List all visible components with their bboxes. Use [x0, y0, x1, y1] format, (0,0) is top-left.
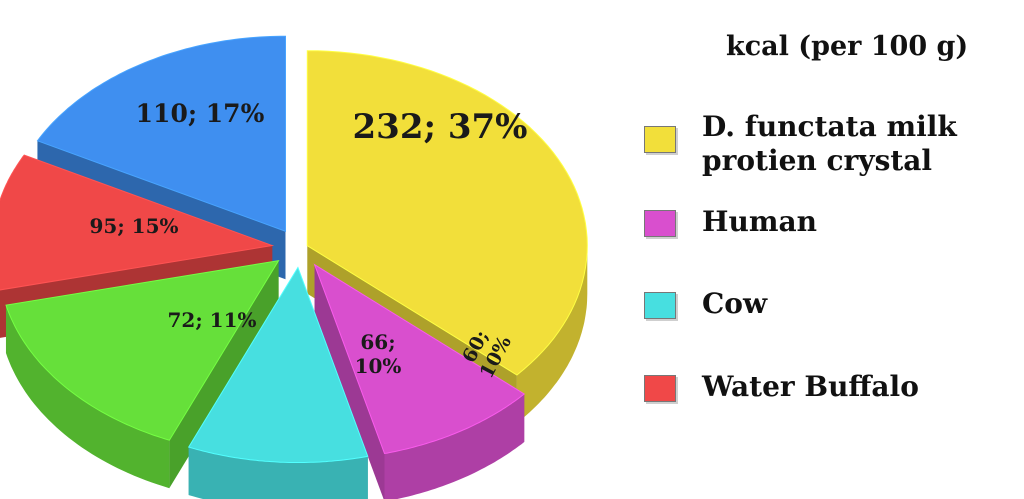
pie-slice-magenta	[313, 263, 526, 499]
pie-chart: 232; 37%60;10%66; 10%72; 11%95; 15%110; 1…	[0, 35, 588, 499]
data-label-green: 72; 11%	[167, 308, 256, 332]
data-label-yellow: 232; 37%	[353, 107, 528, 147]
slice-top	[5, 259, 280, 441]
data-label-blue: 110; 17%	[136, 99, 265, 128]
slice-wall	[314, 264, 385, 499]
slice-wall	[169, 260, 279, 489]
slice-labels: 232; 37%60;10%66; 10%72; 11%95; 15%110; 1…	[89, 99, 527, 382]
legend-swatch	[644, 126, 676, 153]
legend-label: D. functata milk protien crystal	[702, 110, 957, 177]
slice-top	[306, 50, 588, 376]
legend-swatch	[644, 375, 676, 402]
pie-slice-green	[5, 259, 280, 489]
legend: kcal (per 100 g) D. functata milk protie…	[640, 30, 1010, 403]
legend-label: Cow	[702, 287, 768, 320]
slice-edge	[384, 394, 525, 499]
slice-edge	[6, 305, 170, 489]
data-label-cyan: 66; 10%	[355, 330, 402, 378]
legend-label: Water Buffalo	[702, 370, 919, 403]
slice-top	[313, 263, 526, 455]
pie-slices	[0, 35, 588, 499]
legend-swatch	[644, 210, 676, 237]
legend-label: Human	[702, 205, 817, 238]
data-label-red: 95; 15%	[89, 214, 178, 238]
slice-edge	[188, 447, 368, 499]
slice-edge	[516, 245, 588, 423]
pie-slice-cyan	[187, 266, 369, 499]
slice-top	[0, 154, 275, 291]
slice-top	[36, 35, 287, 232]
legend-swatch	[644, 292, 676, 319]
slice-top	[187, 266, 369, 463]
legend-title: kcal (per 100 g)	[726, 31, 969, 62]
